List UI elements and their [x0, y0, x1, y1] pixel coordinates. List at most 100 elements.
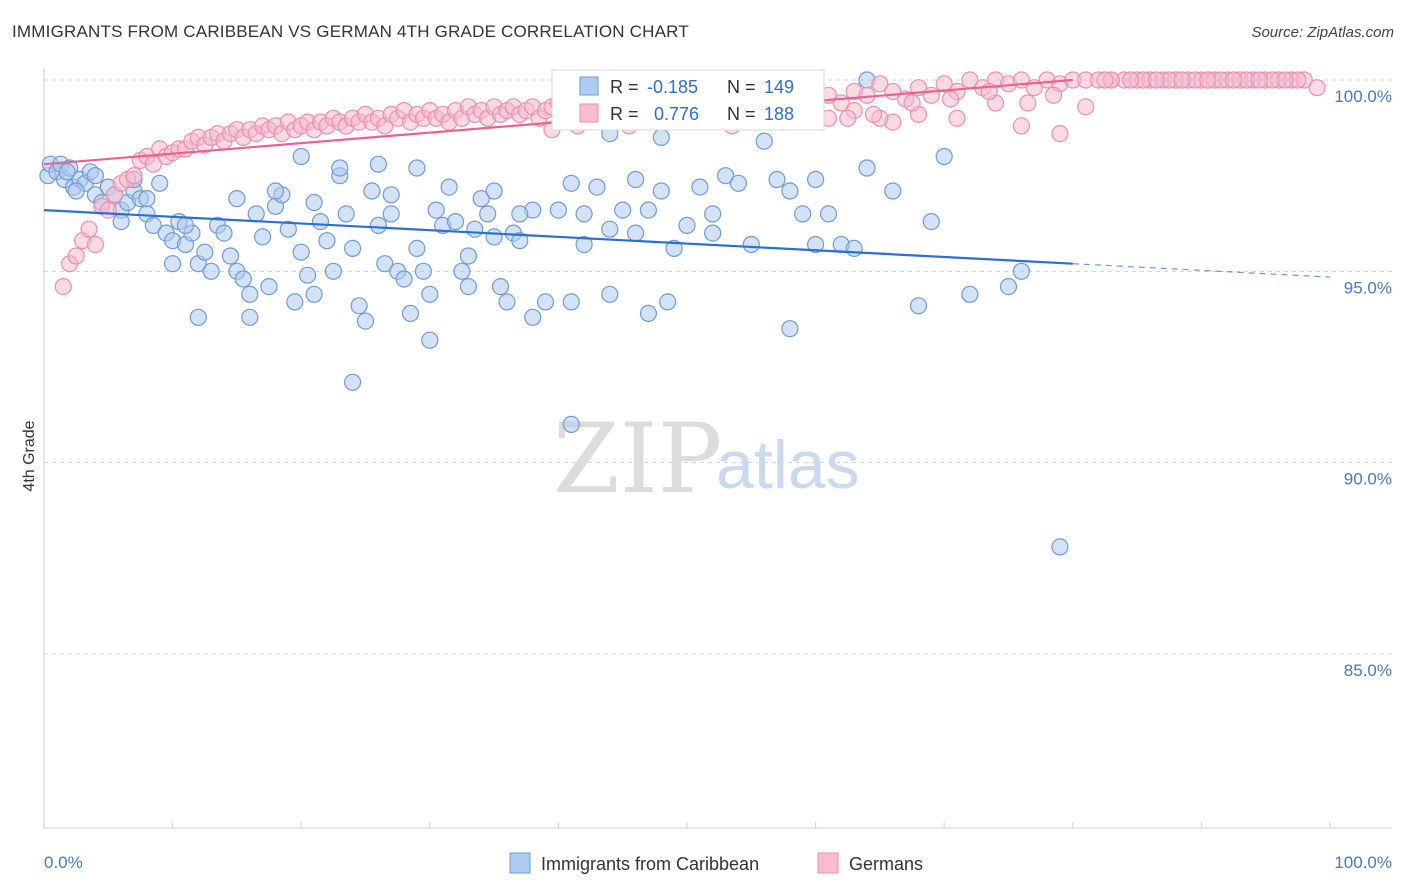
caribbean-trend-extension — [1072, 263, 1331, 278]
germans-point — [1051, 125, 1069, 143]
caribbean-point — [678, 216, 696, 234]
caribbean-point — [485, 182, 503, 200]
germans-point — [125, 167, 143, 185]
bottom-legend: Immigrants from Caribbean Germans — [509, 852, 923, 874]
stats-legend-swatch-blue — [579, 76, 599, 96]
caribbean-point — [652, 128, 670, 146]
caribbean-point — [331, 159, 349, 177]
caribbean-point — [806, 235, 825, 254]
chart-title: IMMIGRANTS FROM CARIBBEAN VS GERMAN 4TH … — [12, 22, 689, 41]
germans-point — [839, 109, 857, 127]
caribbean-point — [601, 220, 619, 238]
caribbean-point — [376, 255, 394, 273]
caribbean-point — [286, 293, 304, 311]
germans-point — [1044, 86, 1063, 104]
caribbean-point — [961, 285, 979, 303]
stats-n-value-blue: 149 — [764, 77, 794, 97]
caribbean-point — [356, 312, 375, 330]
germans-point — [941, 90, 960, 108]
caribbean-point — [549, 201, 568, 219]
germans-point — [1012, 117, 1031, 135]
caribbean-point — [202, 262, 220, 280]
germans-point — [1122, 71, 1140, 89]
germans-point — [903, 94, 921, 112]
caribbean-point — [659, 293, 677, 311]
caribbean-point — [299, 266, 317, 284]
stats-r-label-blue: R = — [610, 77, 639, 97]
legend-swatch-caribbean — [509, 852, 531, 874]
caribbean-point — [350, 297, 368, 315]
caribbean-point — [909, 297, 928, 315]
watermark-atlas: atlas — [716, 427, 860, 503]
germans-point — [935, 75, 953, 93]
caribbean-point — [575, 205, 593, 223]
caribbean-point — [819, 205, 838, 223]
caribbean-point — [421, 285, 439, 303]
caribbean-point — [626, 170, 645, 189]
caribbean-point — [485, 228, 503, 246]
caribbean-point — [459, 247, 477, 265]
caribbean-point — [716, 167, 735, 185]
caribbean-point — [446, 213, 465, 231]
caribbean-point — [794, 205, 812, 223]
germans-point — [948, 109, 966, 127]
caribbean-point — [228, 190, 246, 208]
legend-label-caribbean: Immigrants from Caribbean — [541, 854, 759, 874]
caribbean-point — [337, 205, 355, 223]
caribbean-point — [234, 270, 252, 288]
germans-point — [67, 247, 85, 265]
caribbean-point — [1051, 538, 1069, 556]
germans-point — [1199, 71, 1217, 89]
caribbean-point — [652, 182, 670, 200]
caribbean-point — [768, 170, 786, 189]
caribbean-point — [324, 262, 342, 280]
stats-r-label-pink: R = — [610, 104, 639, 124]
y-tick-label: 85.0% — [1344, 661, 1392, 680]
caribbean-point — [999, 278, 1018, 296]
caribbean-point — [781, 320, 799, 338]
caribbean-point — [935, 147, 953, 166]
caribbean-point — [363, 182, 381, 200]
caribbean-point — [858, 159, 876, 177]
caribbean-point — [292, 243, 310, 261]
caribbean-point — [575, 235, 593, 254]
stats-legend: R = -0.185 N = 149 R = 0.776 N = 188 — [551, 69, 825, 131]
caribbean-point — [189, 308, 207, 326]
stats-legend-swatch-pink — [579, 103, 599, 123]
caribbean-point — [755, 132, 773, 150]
caribbean-point — [845, 239, 863, 257]
caribbean-point — [247, 205, 265, 223]
caribbean-point — [427, 201, 445, 219]
y-tick-label: 90.0% — [1344, 470, 1392, 489]
caribbean-point — [922, 213, 940, 231]
caribbean-point — [562, 415, 580, 433]
source-label: Source: ZipAtlas.com — [1251, 24, 1394, 41]
germans-point — [1077, 98, 1095, 116]
y-tick-label: 100.0% — [1334, 87, 1392, 106]
stats-n-label-pink: N = — [727, 104, 756, 124]
caribbean-point — [562, 293, 580, 311]
caribbean-point — [221, 247, 240, 265]
caribbean-point — [1012, 262, 1031, 280]
caribbean-point — [479, 205, 497, 223]
caribbean-point — [151, 174, 169, 192]
caribbean-point — [665, 239, 683, 257]
caribbean-point — [318, 232, 336, 250]
caribbean-point — [408, 239, 426, 257]
caribbean-point — [459, 278, 477, 296]
caribbean-point — [511, 205, 529, 223]
caribbean-point — [588, 178, 606, 196]
caribbean-point — [305, 193, 323, 212]
germans-point — [1096, 71, 1114, 89]
caribbean-point — [311, 213, 330, 231]
x-tick-label-min: 0.0% — [44, 853, 83, 872]
caribbean-point — [742, 235, 760, 254]
caribbean-point — [806, 170, 825, 189]
germans-point — [1308, 79, 1326, 97]
caribbean-point — [112, 213, 130, 231]
caribbean-point — [614, 201, 632, 219]
caribbean-point — [254, 228, 272, 246]
caribbean-point — [626, 224, 645, 242]
germans-point — [1224, 71, 1243, 89]
caribbean-point — [176, 216, 195, 234]
